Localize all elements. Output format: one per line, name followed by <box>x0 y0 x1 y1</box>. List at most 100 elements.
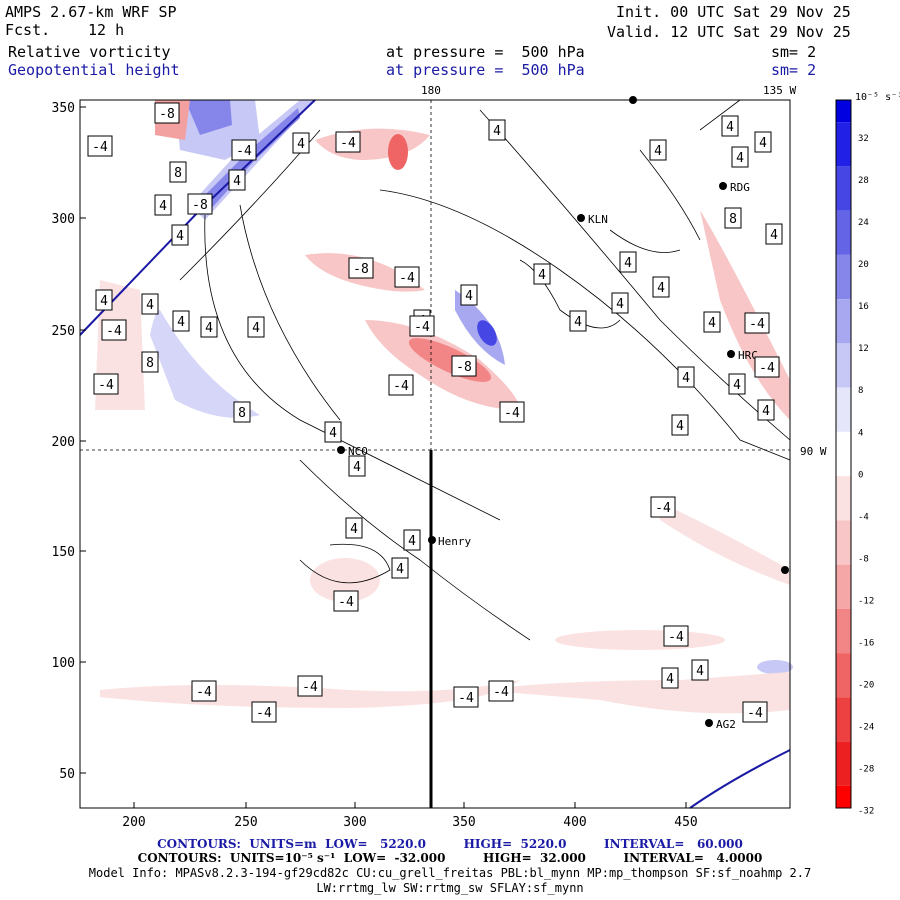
contour-label-box <box>95 289 113 311</box>
contour-label: -8 <box>192 198 208 213</box>
station-dot <box>719 182 727 190</box>
colorbar-label: 20 <box>858 260 869 270</box>
contour-line <box>519 259 621 329</box>
colorbar-segment <box>836 343 851 388</box>
stations: NCO Henry KLN RDG HRC AG2 <box>337 96 789 731</box>
station-dot <box>781 566 789 574</box>
contour-label-box <box>744 312 770 334</box>
colorbar-units: 10⁻⁵ s⁻¹ <box>855 92 900 103</box>
colorbar-segment <box>836 653 851 698</box>
contour-label: -4 <box>747 706 763 721</box>
contour-label: -8 <box>159 107 175 122</box>
contour-line <box>609 229 681 253</box>
colorbar: 10⁻⁵ s⁻¹ 32 28 24 20 16 12 8 4 0 -4 -8 -12 -16 -20 -24… <box>835 92 900 817</box>
colorbar-segment <box>836 299 851 344</box>
negative-vorticity-small <box>310 558 380 602</box>
contour-label-box <box>742 701 768 723</box>
contour-label: 4 <box>493 124 501 139</box>
contour-label-box <box>754 356 780 378</box>
colorbar-label: -20 <box>858 680 874 690</box>
contour-label: -4 <box>414 320 430 335</box>
colorbar-segment <box>836 476 851 521</box>
init-time: Init. 00 UTC Sat 29 Nov 25 <box>616 3 851 21</box>
smoothing-vorticity: sm= 2 <box>771 43 817 61</box>
contour-label-box <box>233 401 251 423</box>
footer-vorticity-contours: CONTOURS: UNITS=10⁻⁵ s⁻¹ LOW= -32.000 HI… <box>137 851 763 865</box>
footer-model-info: Model Info: MPASv8.2.3-194-gf29cd82c CU:… <box>88 866 812 880</box>
x-tick-label: 400 <box>563 815 586 830</box>
colorbar-label: -4 <box>858 512 869 522</box>
contour-label: -4 <box>338 595 354 610</box>
contour-label-box <box>141 351 159 373</box>
colorbar-frame <box>835 99 852 809</box>
x-axis-ticks: 200 250 300 350 400 450 <box>122 802 698 830</box>
contour-line <box>639 149 701 241</box>
contour-label: 8 <box>238 406 246 421</box>
contour-label: 4 <box>100 294 108 309</box>
contour-label-box <box>721 115 739 137</box>
contour-label: 4 <box>657 281 665 296</box>
station-label: RDG <box>730 181 750 194</box>
contour-label-box <box>292 132 310 154</box>
valid-time: Valid. 12 UTC Sat 29 Nov 25 <box>607 23 851 41</box>
contour-label-box <box>172 310 190 332</box>
contour-label-box <box>251 701 277 723</box>
contour-label: 4 <box>682 371 690 386</box>
colorbar-segment <box>836 254 851 300</box>
lon-label-180: 180 <box>421 84 441 97</box>
footer-model-info-2: LW:rrtmg_lw SW:rrtmg_sw SFLAY:sf_mynn <box>316 881 584 895</box>
colorbar-label: 4 <box>858 428 863 438</box>
contour-label: -4 <box>302 680 318 695</box>
contour-label: 4 <box>736 151 744 166</box>
contour-labels: 444444444444444444444444444444444448888-… <box>87 102 783 723</box>
contour-label-box <box>141 293 159 315</box>
contour-label-box <box>691 659 709 681</box>
contour-label: 4 <box>708 316 716 331</box>
contour-label-box <box>650 496 676 518</box>
negative-vorticity-right-band <box>655 500 790 585</box>
colorbar-label: 0 <box>858 470 863 480</box>
colorbar-segment <box>836 100 851 123</box>
contour-line <box>299 459 531 641</box>
contour-label-box <box>154 102 180 124</box>
contour-label: -4 <box>340 136 356 151</box>
station-dot <box>337 446 345 454</box>
negative-vorticity-south-band2 <box>480 672 790 714</box>
contour-label-box <box>231 139 257 161</box>
contour-label-box <box>394 266 420 288</box>
colorbar-label: 8 <box>858 386 863 396</box>
contour-line <box>299 543 391 584</box>
contour-label: 8 <box>174 166 182 181</box>
negative-vorticity-top2 <box>315 128 430 160</box>
contour-line <box>479 109 791 441</box>
contour-label: -4 <box>393 379 409 394</box>
contour-label: 4 <box>233 174 241 189</box>
contour-label: 4 <box>350 522 358 537</box>
colorbar-segment <box>836 520 851 565</box>
x-tick-label: 300 <box>343 815 366 830</box>
footer-height-contours: CONTOURS: UNITS=m LOW= 5220.0 HIGH= 5220… <box>157 837 743 851</box>
contour-label-box <box>403 529 421 551</box>
colorbar-label: -16 <box>858 638 874 648</box>
contour-label: 8 <box>729 212 737 227</box>
contour-label-box <box>499 401 525 423</box>
colorbar-segment <box>836 122 851 167</box>
contour-label-box <box>335 131 361 153</box>
station-label: NCO <box>348 445 368 458</box>
colorbar-label: -32 <box>858 807 874 817</box>
contour-label-box <box>649 139 667 161</box>
contour-label-box <box>348 455 366 477</box>
contour-label-box <box>154 194 172 216</box>
contour-label: 4 <box>177 315 185 330</box>
contour-label: -4 <box>106 324 122 339</box>
colorbar-segment <box>836 431 851 477</box>
contour-label-box <box>169 161 187 183</box>
y-tick-label: 100 <box>52 656 75 671</box>
colorbar-label: -12 <box>858 596 874 606</box>
contour-label-box <box>703 311 721 333</box>
station-dot <box>705 719 713 727</box>
contour-label-box <box>754 131 772 153</box>
contour-label-box <box>297 675 323 697</box>
contour-label: -4 <box>92 140 108 155</box>
contour-label-box <box>345 517 363 539</box>
